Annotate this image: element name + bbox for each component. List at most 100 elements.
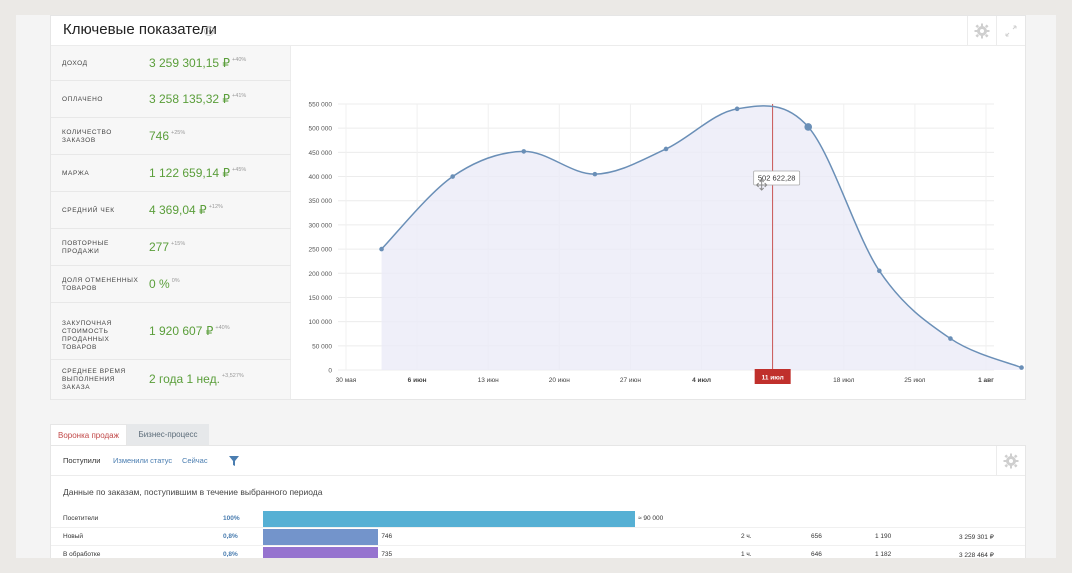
metric-row: Доля отмененных товаров 0 % 0% [51, 266, 291, 303]
metric-delta: +45% [232, 166, 247, 173]
chart-point [877, 268, 882, 274]
x-tick-label: 18 июл [833, 377, 854, 384]
metric-label: Повторные продажи [62, 239, 109, 255]
metric-value: 4 369,04 ₽ +12% [149, 203, 223, 217]
funnel-row[interactable]: Посетители 100% ≈ 90 000 [51, 510, 1025, 528]
metric-value-text: 277 [149, 239, 170, 254]
x-tick-label: 20 июн [549, 377, 571, 384]
metric-label: Доход [62, 59, 88, 67]
subtab-received[interactable]: Поступили [63, 456, 101, 465]
settings-gear-button[interactable] [967, 16, 996, 45]
chart-point [592, 171, 598, 177]
funnel-stage-count: 735 [381, 551, 393, 558]
metric-value-text: 0 % [149, 276, 170, 291]
funnel-settings-button[interactable] [996, 446, 1025, 475]
metric-delta: +15% [171, 240, 186, 247]
metric-value: 2 года 1 нед. +3,527% [149, 372, 244, 386]
funnel-bar [263, 529, 379, 545]
gear-icon [1003, 453, 1019, 468]
funnel-stage-duration: 1 ч. [741, 551, 752, 558]
x-tick-label: 6 июн [408, 377, 427, 384]
chart-tooltip-value: 502 622,28 [758, 174, 796, 183]
metric-value: 3 258 135,32 ₽ +41% [149, 92, 246, 106]
metric-value-text: 1 122 659,14 ₽ [149, 165, 231, 180]
chart-area-fill [381, 105, 1022, 370]
revenue-chart[interactable]: 0 50 000 100 000 150 000 200 000 250 000 300 0… [291, 46, 1025, 400]
chart-point [379, 246, 384, 252]
funnel-stage-name: Посетители [63, 515, 99, 522]
metric-row: Средний чек 4 369,04 ₽ +12% [51, 192, 291, 229]
metric-value-text: 746 [149, 128, 170, 143]
funnel-bar [263, 511, 635, 527]
x-tick-label: 1 авг [978, 377, 994, 384]
funnel-card: Поступили Изменили статус Сейчас [50, 445, 1026, 558]
chart-point [663, 146, 669, 152]
funnel-stage-count: 746 [381, 533, 393, 540]
chart-series-line [381, 105, 1022, 369]
filter-icon[interactable] [229, 456, 239, 466]
funnel-row[interactable]: В обработке 0,8% 735 1 ч. 646 1 182 3 228 464 … [51, 546, 1025, 558]
y-tick-label: 500 000 [309, 126, 333, 133]
chart-point [450, 174, 455, 179]
funnel-stage-percent: 0,8% [223, 533, 238, 540]
metric-label: Маржа [62, 169, 90, 177]
chart-point [948, 336, 953, 341]
metric-value-text: 1 920 607 ₽ [149, 323, 214, 338]
metric-value: 3 259 301,15 ₽ +40% [149, 56, 246, 70]
y-tick-label: 400 000 [309, 174, 333, 181]
x-tick-label: 30 мая [336, 377, 357, 384]
metric-label: Среднее время выполнения заказа [62, 368, 126, 391]
metric-row: Оплачено 3 258 135,32 ₽ +41% [51, 81, 291, 118]
x-tick-label: 4 июл [692, 377, 711, 384]
chart-point [521, 149, 527, 154]
funnel-stage-metric-2: 1 182 [875, 551, 892, 558]
funnel-stage-duration: 2 ч. [741, 533, 752, 540]
funnel-bar [263, 547, 379, 558]
funnel-stage-sum: 3 228 464 ₽ [959, 552, 994, 558]
metrics-list: Доход 3 259 301,15 ₽ +40% Оплачено 3 258 135… [51, 46, 291, 400]
page-title: Ключевые показатели [63, 21, 217, 38]
expand-button[interactable] [996, 16, 1025, 45]
gear-icon [974, 23, 990, 38]
metric-value-text: 2 года 1 нед. [149, 372, 220, 386]
metric-value: 1 920 607 ₽ +40% [149, 324, 230, 338]
funnel-row[interactable]: Новый 0,8% 746 2 ч. 656 1 190 3 259 301 ₽ [51, 528, 1025, 546]
y-tick-label: 0 [328, 368, 332, 375]
chart-tooltip-box [753, 170, 801, 186]
tab-sales-funnel[interactable]: Воронка продаж [50, 424, 127, 446]
metric-label: Закупочная стоимость проданных товаров [62, 319, 112, 351]
y-tick-label: 550 000 [309, 102, 333, 109]
chart-point [734, 106, 740, 112]
y-tick-label: 450 000 [309, 150, 333, 157]
metric-delta: 0% [171, 277, 180, 284]
subtab-now[interactable]: Сейчас [182, 456, 208, 465]
metric-delta: +3,527% [221, 373, 244, 379]
funnel-stage-sum: 3 259 301 ₽ [959, 534, 994, 541]
tab-business-process[interactable]: Бизнес-процесс [127, 424, 209, 446]
metric-delta: +40% [232, 56, 247, 63]
x-tick-label: 25 июл [904, 377, 925, 384]
metric-row: Повторные продажи 277 +15% [51, 229, 291, 266]
kpi-card-header: Ключевые показатели ? [51, 16, 1025, 46]
funnel-stage-metric-1: 656 [811, 533, 822, 540]
funnel-caption: Данные по заказам, поступившим в течение… [63, 487, 323, 497]
funnel-stage-name: Новый [63, 533, 84, 540]
metric-delta: +12% [208, 203, 223, 210]
metric-row: Среднее время выполнения заказа 2 года 1 … [51, 360, 291, 400]
funnel-stage-metric-2: 1 190 [875, 533, 892, 540]
x-tick-label: 13 июн [478, 377, 500, 384]
funnel-stage-percent: 100% [223, 515, 240, 522]
y-tick-label: 100 000 [309, 319, 333, 326]
subtab-changed-status[interactable]: Изменили статус [113, 456, 173, 465]
y-tick-label: 200 000 [309, 271, 333, 278]
metric-value-text: 4 369,04 ₽ [149, 202, 207, 217]
help-icon[interactable]: ? [204, 26, 214, 36]
crosshair-label: 11 июл [762, 375, 784, 382]
kpi-card: Ключевые показатели ? [50, 15, 1026, 400]
metric-value: 277 +15% [149, 240, 185, 254]
funnel-stage-count: ≈ 90 000 [638, 515, 664, 522]
metric-delta: +41% [232, 92, 247, 99]
chart-point [804, 123, 813, 131]
funnel-stage-name: В обработке [63, 551, 101, 558]
metric-label: Оплачено [62, 95, 104, 103]
